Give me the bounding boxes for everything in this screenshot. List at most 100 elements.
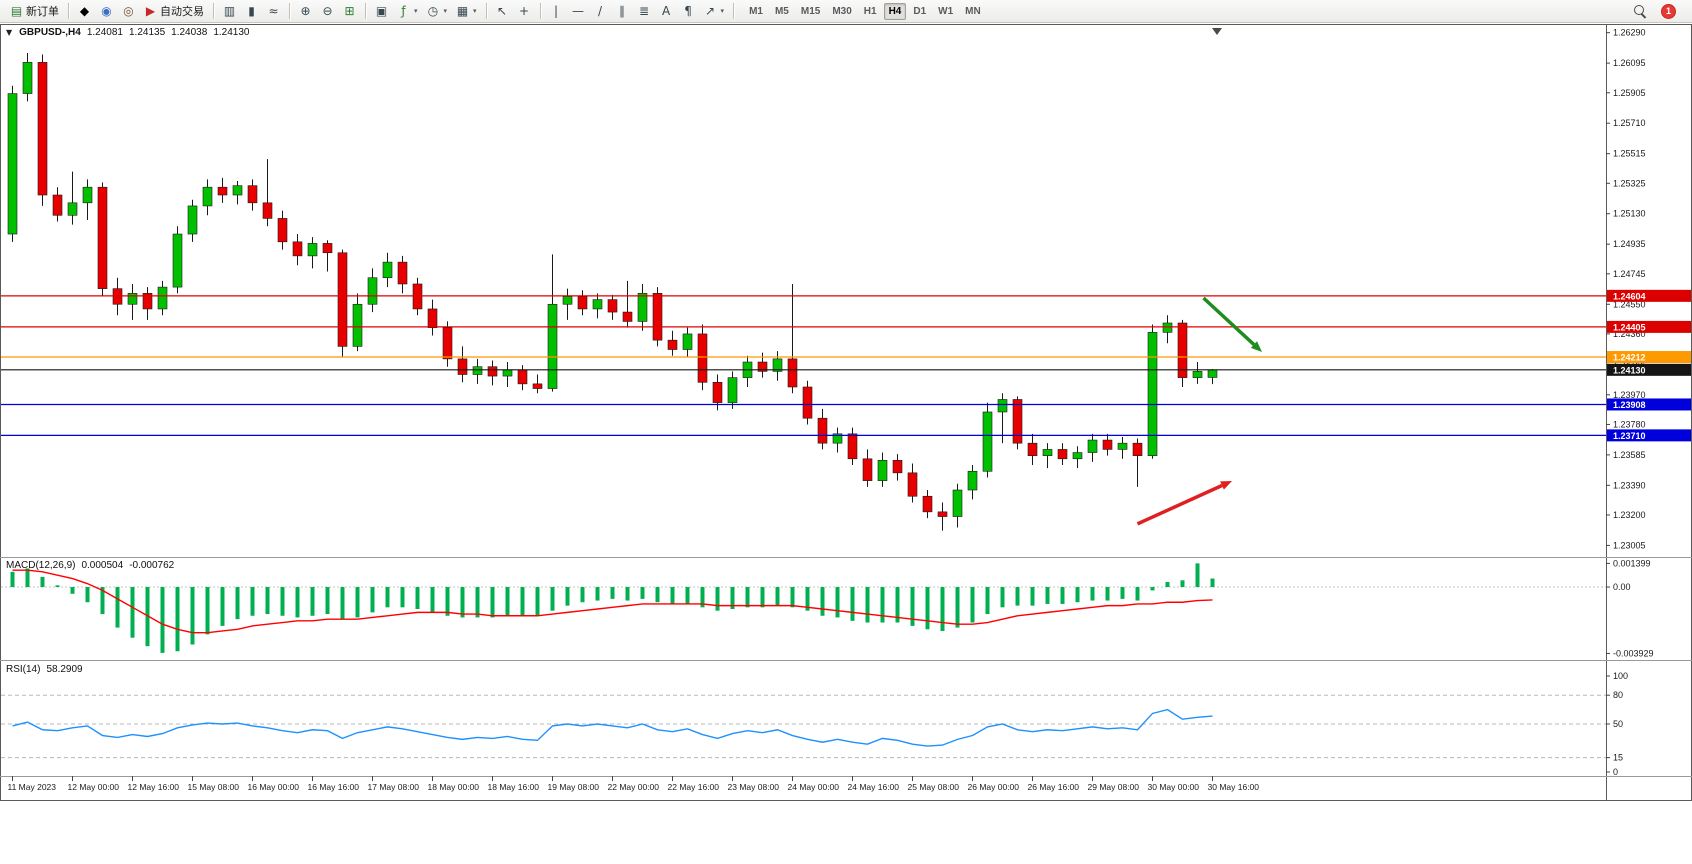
timeframe-mn[interactable]: MN bbox=[965, 5, 981, 17]
bar-chart-button[interactable]: ▥ bbox=[219, 2, 240, 21]
vertical-line-button[interactable]: | bbox=[546, 2, 567, 21]
trendline-button[interactable]: / bbox=[590, 2, 611, 21]
svg-text:26 May 16:00: 26 May 16:00 bbox=[1028, 782, 1080, 792]
notifications-badge[interactable]: 1 bbox=[1661, 3, 1676, 19]
svg-text:1.24212: 1.24212 bbox=[1613, 353, 1646, 363]
macd-plot[interactable] bbox=[10, 563, 1215, 653]
auto-arrange-button[interactable]: ▣ bbox=[371, 2, 392, 21]
svg-text:1.25710: 1.25710 bbox=[1613, 118, 1646, 128]
toolbar-separator bbox=[213, 3, 214, 19]
one-click-trading-toggle-icon[interactable]: ▼ bbox=[6, 28, 13, 37]
search-icon[interactable] bbox=[1634, 4, 1647, 18]
svg-text:15: 15 bbox=[1613, 753, 1623, 763]
svg-text:22 May 16:00: 22 May 16:00 bbox=[668, 782, 720, 792]
toolbar-separator bbox=[365, 3, 366, 19]
green-down-arrow[interactable] bbox=[1202, 296, 1263, 353]
indicators-dropdown[interactable]: ƒ ▾ bbox=[393, 2, 422, 21]
svg-text:15 May 08:00: 15 May 08:00 bbox=[188, 782, 240, 792]
new-order-button[interactable]: ▤ 新订单 bbox=[6, 2, 63, 21]
horizontal-level-lines[interactable] bbox=[1, 295, 1606, 436]
timeframe-h4[interactable]: H4 bbox=[883, 2, 907, 20]
timeframe-h1[interactable]: H1 bbox=[863, 5, 877, 17]
objects-dropdown[interactable]: ▦ ▾ bbox=[452, 2, 481, 21]
svg-text:80: 80 bbox=[1613, 690, 1623, 700]
timeframe-m15[interactable]: M15 bbox=[800, 5, 821, 17]
svg-text:50: 50 bbox=[1613, 719, 1623, 729]
red-up-arrow[interactable] bbox=[1136, 480, 1233, 526]
vertical-line-icon: | bbox=[554, 4, 559, 18]
svg-text:100: 100 bbox=[1613, 671, 1628, 681]
new-order-icon: ▤ bbox=[10, 4, 23, 18]
indicator-guides bbox=[1, 586, 1606, 759]
text-icon: A bbox=[661, 4, 671, 18]
svg-text:1.24935: 1.24935 bbox=[1613, 239, 1646, 249]
channel-button[interactable]: ∥ bbox=[612, 2, 633, 21]
trendline-icon: / bbox=[598, 4, 603, 18]
candlestick-series[interactable] bbox=[7, 52, 1218, 531]
algo-trading-icon: ▶ bbox=[145, 4, 156, 18]
low-value: 1.24038 bbox=[171, 27, 208, 38]
svg-text:1.25130: 1.25130 bbox=[1613, 209, 1646, 219]
algo-trading-button-label: 自动交易 bbox=[160, 6, 204, 18]
indicators-icon: ƒ bbox=[401, 4, 406, 18]
toolbar-separator bbox=[539, 3, 541, 19]
toolbar-separator bbox=[289, 3, 290, 19]
toolbar-separator bbox=[68, 3, 69, 19]
svg-text:-0.003929: -0.003929 bbox=[1613, 648, 1654, 658]
fibonacci-button[interactable]: ≣ bbox=[634, 2, 655, 21]
tile-windows-icon: ⊞ bbox=[344, 4, 355, 18]
time-scale[interactable]: 11 May 2023 12 May 00:00 12 May 16:00 15 Ma… bbox=[8, 776, 1260, 792]
svg-text:12 May 16:00: 12 May 16:00 bbox=[128, 782, 180, 792]
svg-text:16 May 16:00: 16 May 16:00 bbox=[308, 782, 360, 792]
market-icon: ◎ bbox=[123, 4, 134, 18]
line-chart-button[interactable]: ≈ bbox=[263, 2, 284, 21]
svg-text:16 May 00:00: 16 May 00:00 bbox=[248, 782, 300, 792]
timeframe-m1[interactable]: M1 bbox=[749, 5, 763, 17]
economic-calendar-button[interactable]: ◆ bbox=[74, 2, 95, 21]
caret-down-icon: ▾ bbox=[720, 7, 725, 15]
macd-signal-value: -0.000762 bbox=[129, 560, 175, 571]
open-value: 1.24081 bbox=[86, 27, 123, 38]
high-value: 1.24135 bbox=[129, 27, 166, 38]
rsi-header: RSI(14) 58.2909 bbox=[6, 664, 83, 675]
community-button[interactable]: ◉ bbox=[96, 2, 117, 21]
zoom-out-icon: ⊖ bbox=[322, 4, 333, 18]
svg-text:11 May 2023: 11 May 2023 bbox=[8, 782, 57, 792]
svg-text:1.23390: 1.23390 bbox=[1613, 480, 1646, 490]
timeframe-d1[interactable]: D1 bbox=[913, 5, 927, 17]
rsi-plot[interactable] bbox=[12, 708, 1213, 747]
algo-trading-button[interactable]: ▶ 自动交易 bbox=[140, 2, 208, 21]
market-button[interactable]: ◎ bbox=[118, 2, 139, 21]
zoom-out-button[interactable]: ⊖ bbox=[317, 2, 338, 21]
candlestick-chart-button[interactable]: ▮ bbox=[241, 2, 262, 21]
svg-text:0.001399: 0.001399 bbox=[1613, 558, 1651, 568]
arrows-dropdown[interactable]: ↗ ▾ bbox=[700, 2, 729, 21]
timeframe-m30[interactable]: M30 bbox=[832, 5, 852, 17]
timeframe-buttons: M1 M5 M15 M30 H1 H4 D1 W1 MN bbox=[743, 2, 987, 20]
svg-text:1.23970: 1.23970 bbox=[1613, 390, 1646, 400]
timeframe-w1[interactable]: W1 bbox=[938, 5, 954, 17]
caret-down-icon: ▾ bbox=[473, 7, 477, 15]
zoom-in-button[interactable]: ⊕ bbox=[295, 2, 316, 21]
text-button[interactable]: A bbox=[656, 2, 677, 21]
timeframe-m5[interactable]: M5 bbox=[774, 5, 789, 17]
chart-canvas[interactable]: 1.26290 1.26095 1.25905 1.25710 1.25515 1.253… bbox=[0, 24, 1692, 864]
arrow-annotations[interactable] bbox=[1136, 296, 1263, 526]
cursor-button[interactable]: ↖ bbox=[492, 2, 513, 21]
price-level-tags: 1.24604 1.24405 1.24212 1.24130 1.23908 1.237… bbox=[1607, 289, 1691, 442]
crosshair-button[interactable]: + bbox=[514, 2, 535, 21]
svg-text:1.23780: 1.23780 bbox=[1613, 419, 1646, 429]
svg-text:17 May 08:00: 17 May 08:00 bbox=[368, 782, 420, 792]
svg-text:1.23710: 1.23710 bbox=[1613, 431, 1646, 441]
label-button[interactable]: ¶ bbox=[678, 2, 699, 21]
horizontal-line-button[interactable]: — bbox=[568, 2, 589, 21]
chart-shift-marker[interactable] bbox=[1212, 28, 1222, 35]
svg-text:1.24130: 1.24130 bbox=[1613, 365, 1646, 375]
timeframes-dropdown[interactable]: ◷ ▾ bbox=[423, 2, 452, 21]
objects-icon: ▦ bbox=[456, 4, 469, 18]
macd-header: MACD(12,26,9) 0.000504 -0.000762 bbox=[6, 560, 174, 571]
svg-text:23 May 08:00: 23 May 08:00 bbox=[728, 782, 780, 792]
zoom-in-icon: ⊕ bbox=[300, 4, 311, 18]
tile-windows-button[interactable]: ⊞ bbox=[339, 2, 360, 21]
caret-down-icon: ▾ bbox=[443, 7, 448, 15]
